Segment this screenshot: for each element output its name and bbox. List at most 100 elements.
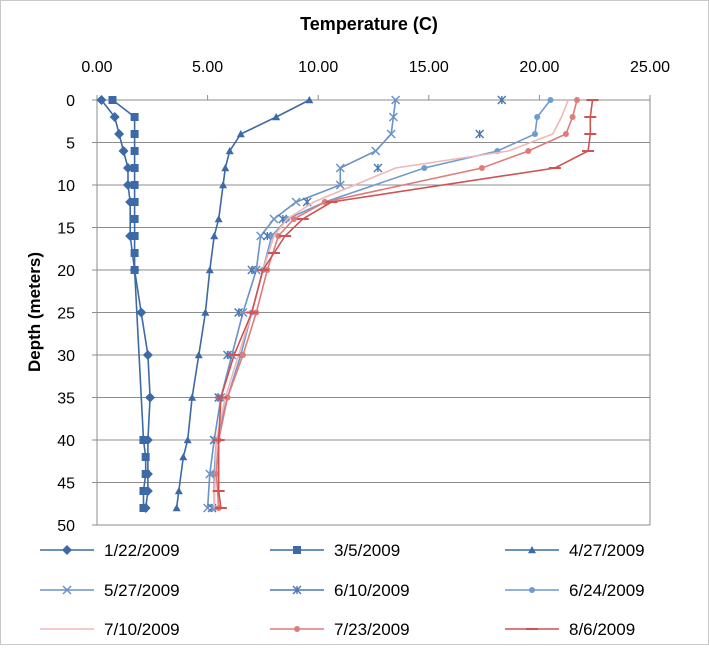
data-point xyxy=(497,95,507,105)
data-point xyxy=(224,394,231,401)
data-point xyxy=(335,163,345,173)
legend-label: 7/10/2009 xyxy=(104,620,180,639)
legend-label: 6/10/2009 xyxy=(334,581,410,600)
data-point xyxy=(130,130,139,138)
data-point xyxy=(172,504,181,512)
data-point xyxy=(136,307,147,318)
series-3 xyxy=(172,96,314,512)
series-line xyxy=(175,99,310,509)
data-point xyxy=(293,546,301,554)
data-point xyxy=(321,199,328,205)
data-point xyxy=(219,181,228,189)
x-axis-title: Temperature (C) xyxy=(300,14,438,34)
series-line xyxy=(206,99,397,509)
data-point xyxy=(109,112,120,122)
data-point xyxy=(114,129,125,139)
x-tick-label: 5.00 xyxy=(192,59,223,76)
data-point xyxy=(388,112,398,122)
legend-item: 7/10/2009 xyxy=(40,620,180,639)
legend-label: 3/5/2009 xyxy=(334,541,400,560)
axis-ticks: 0 5 10 15 20 25 30 35 40 45 50 0.00 5.00 10.00 15.00 20… xyxy=(57,59,670,535)
data-point xyxy=(225,147,234,155)
data-point xyxy=(262,231,272,241)
data-point xyxy=(247,265,257,275)
data-point xyxy=(118,146,129,156)
data-point xyxy=(373,163,383,173)
data-point xyxy=(108,96,117,104)
legend-label: 6/24/2009 xyxy=(569,581,645,600)
data-point xyxy=(141,453,150,461)
legend-label: 1/22/2009 xyxy=(104,541,180,560)
legend-label: 5/27/2009 xyxy=(104,581,180,600)
data-point xyxy=(141,470,150,478)
data-point xyxy=(221,164,230,172)
data-point xyxy=(214,215,223,223)
x-tick-label: 0.00 xyxy=(81,59,112,76)
data-point xyxy=(145,392,156,403)
data-point xyxy=(142,350,153,360)
legend: 1/22/2009 3/5/2009 4/27/2009 5/27/2009 6/10/… xyxy=(40,541,645,639)
series-8 xyxy=(213,97,581,511)
data-point xyxy=(130,164,139,172)
data-point xyxy=(234,308,244,317)
y-tick-label: 40 xyxy=(57,433,75,450)
data-point xyxy=(139,436,148,444)
legend-item: 4/27/2009 xyxy=(505,541,645,560)
data-point xyxy=(194,351,203,359)
data-point xyxy=(272,113,281,121)
data-point xyxy=(210,232,219,240)
series-7 xyxy=(213,99,569,509)
y-tick-label: 10 xyxy=(57,178,75,195)
x-tick-label: 15.00 xyxy=(409,59,449,76)
y-tick-label: 35 xyxy=(57,391,75,408)
legend-item: 6/24/2009 xyxy=(505,581,645,600)
legend-item: 7/23/2009 xyxy=(270,620,410,639)
series-9 xyxy=(212,99,599,509)
data-point xyxy=(528,546,536,554)
legend-label: 4/27/2009 xyxy=(569,541,645,560)
data-point xyxy=(421,165,428,171)
data-point xyxy=(130,147,139,155)
series-layer xyxy=(96,95,599,513)
legend-label: 7/23/2009 xyxy=(334,620,410,639)
series-line xyxy=(112,99,147,508)
data-point xyxy=(223,350,233,360)
data-point xyxy=(256,231,266,241)
data-point xyxy=(291,197,301,207)
data-point xyxy=(130,215,139,223)
y-tick-label: 50 xyxy=(57,518,75,535)
data-point xyxy=(183,436,192,444)
data-point xyxy=(525,148,532,154)
x-tick-label: 20.00 xyxy=(519,59,559,76)
data-point xyxy=(236,130,245,138)
data-point xyxy=(569,114,576,120)
data-point xyxy=(62,545,72,555)
data-point xyxy=(174,487,183,495)
series-line xyxy=(213,99,569,509)
legend-label: 8/6/2009 xyxy=(569,620,635,639)
data-point xyxy=(562,131,569,137)
y-tick-label: 30 xyxy=(57,348,75,365)
data-point xyxy=(531,131,538,137)
data-point xyxy=(386,129,396,139)
data-point xyxy=(122,163,133,173)
data-point xyxy=(130,266,139,274)
legend-item: 5/27/2009 xyxy=(40,581,180,600)
data-point xyxy=(534,114,541,120)
series-2 xyxy=(108,96,150,512)
y-tick-label: 25 xyxy=(57,306,75,323)
data-point xyxy=(391,95,401,105)
y-tick-label: 15 xyxy=(57,221,75,238)
data-point xyxy=(188,393,197,401)
x-tick-label: 10.00 xyxy=(298,59,338,76)
y-tick-label: 45 xyxy=(57,476,75,493)
legend-item: 1/22/2009 xyxy=(40,541,180,560)
data-point xyxy=(529,587,535,593)
data-point xyxy=(292,585,302,595)
data-point xyxy=(130,181,139,189)
data-point xyxy=(96,95,107,105)
data-point xyxy=(130,113,139,121)
data-point xyxy=(62,585,72,595)
legend-item: 8/6/2009 xyxy=(505,620,635,639)
